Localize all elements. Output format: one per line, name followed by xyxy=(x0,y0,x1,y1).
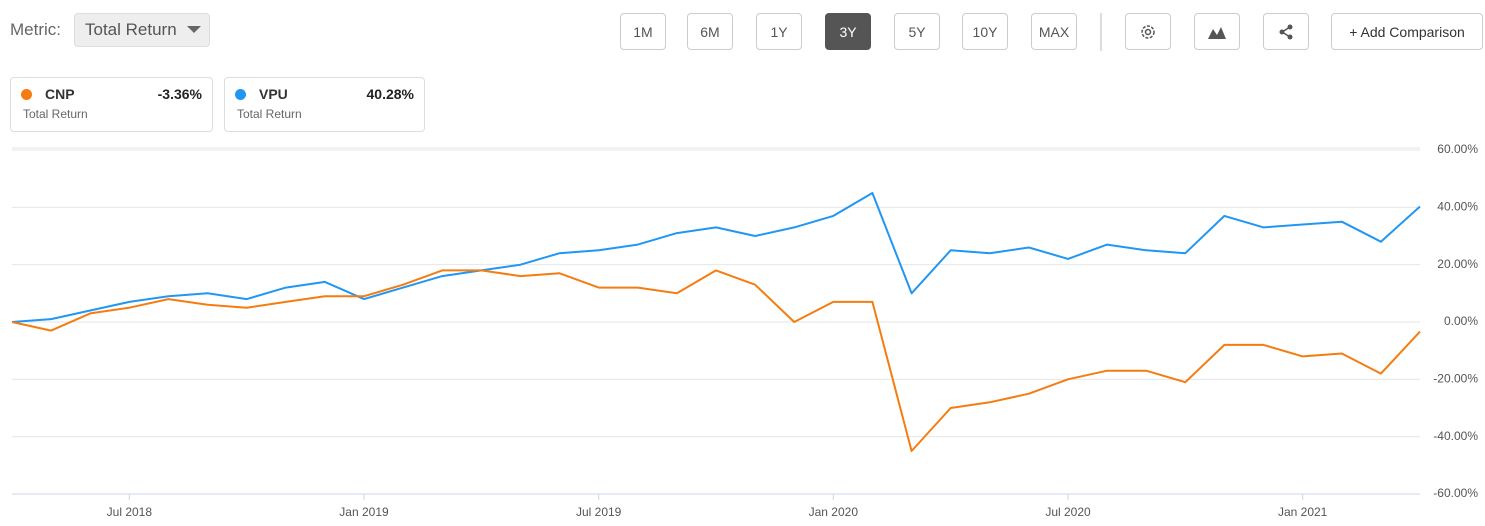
y-tick-label: -20.00% xyxy=(1433,372,1478,386)
settings-button[interactable] xyxy=(1125,13,1171,50)
share-icon xyxy=(1279,24,1293,39)
legend-value: 40.28% xyxy=(366,86,414,102)
add-comparison[interactable]: + Add Comparison xyxy=(1331,13,1483,50)
y-tick-label: 20.00% xyxy=(1437,257,1478,271)
chart-type-button[interactable] xyxy=(1194,13,1240,50)
legend-name: CNP xyxy=(45,86,75,102)
y-tick-label: 0.00% xyxy=(1444,314,1478,328)
range-button[interactable]: MAX xyxy=(1031,13,1077,50)
y-tick-label: -60.00% xyxy=(1433,486,1478,500)
metric-value: Total Return xyxy=(85,20,177,39)
share-button[interactable] xyxy=(1263,13,1309,50)
legend-value: -3.36% xyxy=(157,86,202,102)
x-tick-label: Jul 2018 xyxy=(107,505,153,519)
gear-icon xyxy=(1141,24,1155,39)
separator xyxy=(1100,13,1102,51)
y-tick-label: 60.00% xyxy=(1437,142,1478,156)
x-tick-label: Jul 2020 xyxy=(1045,505,1091,519)
metric-label: Metric: xyxy=(10,20,61,39)
x-tick-label: Jan 2020 xyxy=(809,505,859,519)
legend-dot xyxy=(21,89,32,100)
series-line xyxy=(11,192,1421,323)
range-button[interactable]: 5Y xyxy=(894,13,940,50)
y-tick-label: -40.00% xyxy=(1433,429,1478,443)
legend-caption: Total Return xyxy=(23,107,88,121)
legend-card[interactable]: CNP -3.36% Total Return xyxy=(10,77,213,132)
range-button[interactable]: 3Y xyxy=(825,13,871,50)
legend-caption: Total Return xyxy=(237,107,302,121)
x-tick-label: Jan 2019 xyxy=(339,505,389,519)
range-button[interactable]: 1M xyxy=(620,13,666,50)
series-line xyxy=(11,269,1421,452)
x-tick-label: Jan 2021 xyxy=(1278,505,1328,519)
range-button[interactable]: 10Y xyxy=(962,13,1008,50)
legend-dot xyxy=(235,89,246,100)
chart-icon xyxy=(1208,26,1226,39)
legend-name: VPU xyxy=(259,86,288,102)
legend-card[interactable]: VPU 40.28% Total Return xyxy=(224,77,425,132)
range-button[interactable]: 6M xyxy=(687,13,733,50)
range-button[interactable]: 1Y xyxy=(756,13,802,50)
x-tick-label: Jul 2019 xyxy=(576,505,622,519)
y-tick-label: 40.00% xyxy=(1437,200,1478,214)
metric-dropdown[interactable]: Total Return xyxy=(74,13,210,47)
caret xyxy=(186,26,201,33)
